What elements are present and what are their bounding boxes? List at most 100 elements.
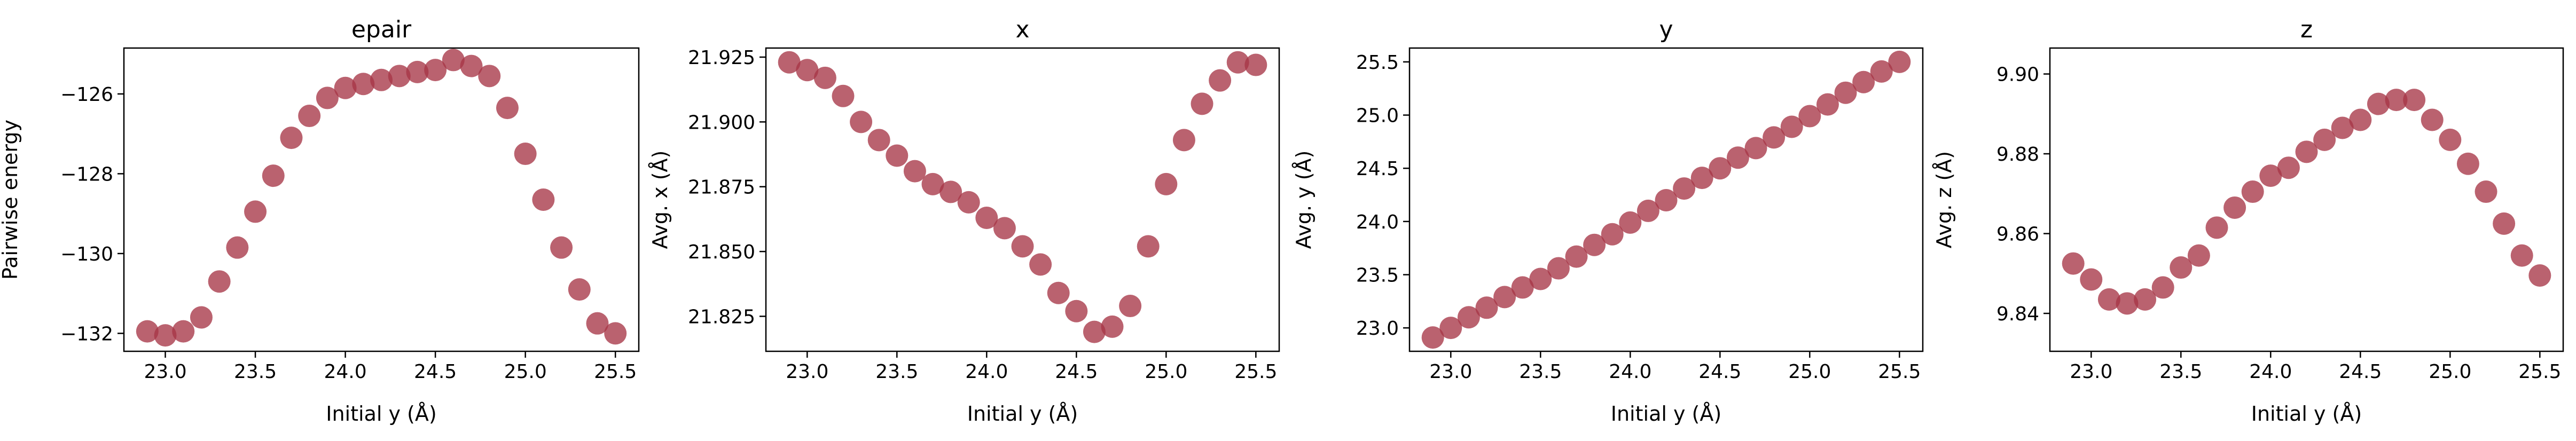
data-point	[2205, 216, 2228, 239]
x-tick-label: 25.0	[1145, 361, 1187, 383]
y-tick-label: 9.88	[1996, 144, 2039, 166]
y-axis-label: Avg. z (Å)	[1932, 151, 1956, 248]
data-point	[939, 180, 962, 203]
data-point	[262, 164, 285, 187]
y-tick-label: 9.90	[1996, 64, 2039, 86]
data-point	[2062, 252, 2085, 275]
x-tick-label: 24.0	[1609, 361, 1651, 383]
data-point	[903, 160, 926, 183]
data-point	[2349, 108, 2372, 131]
data-point	[1763, 126, 1786, 149]
data-point	[2080, 268, 2103, 291]
data-point	[2421, 108, 2444, 131]
data-point	[388, 65, 411, 88]
data-point	[2510, 244, 2533, 267]
x-tick-label: 25.0	[504, 361, 547, 383]
y-tick-label: −126	[60, 84, 113, 106]
data-point	[2116, 292, 2139, 315]
x-axis-label: Initial y (Å)	[326, 402, 436, 426]
data-point	[1709, 157, 1732, 180]
data-point	[1529, 267, 1552, 290]
data-point	[1155, 172, 1178, 195]
chart-title: epair	[351, 16, 412, 43]
data-point	[172, 320, 195, 343]
x-tick-label: 25.5	[1234, 361, 1277, 383]
data-point	[532, 188, 555, 211]
x-tick-label: 23.0	[786, 361, 828, 383]
plot-frame	[765, 47, 1280, 352]
data-point	[2367, 92, 2390, 115]
x-tick-label: 24.5	[414, 361, 457, 383]
data-point	[1744, 137, 1767, 160]
data-point	[2528, 264, 2551, 287]
data-point	[993, 217, 1016, 240]
data-point	[867, 129, 890, 152]
data-point	[334, 76, 357, 99]
chart-title: z	[2300, 16, 2313, 43]
x-tick-label: 23.5	[1519, 361, 1562, 383]
plot-frame	[1408, 47, 1924, 352]
data-point	[1816, 93, 1839, 116]
data-point	[370, 68, 393, 91]
data-point	[154, 324, 177, 347]
data-point	[2277, 156, 2300, 179]
x-tick-label: 24.0	[965, 361, 1008, 383]
data-point	[832, 84, 855, 107]
data-point	[2259, 164, 2282, 187]
data-point	[1583, 233, 1606, 256]
data-point	[1852, 70, 1875, 93]
chart-panel-y: 23.0 23.5 24.0 24.5 25.0 25.5 23.0 23.5 24.0 24.5…	[1292, 16, 1924, 426]
data-point	[1655, 188, 1678, 211]
data-point	[2170, 256, 2193, 279]
data-point	[1439, 317, 1462, 340]
data-point	[1888, 50, 1911, 73]
data-point	[460, 54, 483, 77]
data-point	[298, 105, 321, 128]
data-point	[1493, 286, 1516, 309]
data-point	[2385, 89, 2408, 112]
data-point	[406, 60, 429, 83]
data-point	[1870, 60, 1893, 83]
data-point	[1421, 326, 1444, 349]
data-point	[586, 312, 609, 335]
data-point	[352, 73, 375, 96]
y-tick-label: 25.5	[1356, 52, 1399, 74]
data-point	[1209, 69, 1232, 92]
y-axis-label: Avg. x (Å)	[648, 151, 672, 249]
data-point	[2151, 276, 2174, 299]
y-tick-label: 24.0	[1356, 211, 1399, 233]
data-point	[1726, 146, 1749, 169]
data-point	[442, 49, 465, 72]
data-point	[1619, 211, 1642, 234]
data-point	[478, 65, 501, 88]
data-point	[886, 144, 909, 167]
data-point	[1244, 53, 1267, 76]
x-tick-label: 24.5	[1055, 361, 1098, 383]
y-tick-label: −130	[60, 243, 113, 265]
data-point	[280, 127, 303, 149]
x-axis-label: Initial y (Å)	[967, 402, 1078, 426]
chart-panel-epair: 23.0 23.5 24.0 24.5 25.0 25.5 −132 −130 −128 −126…	[0, 16, 640, 426]
data-point	[2313, 128, 2336, 151]
data-point	[136, 320, 159, 343]
y-tick-label: −128	[60, 163, 113, 185]
data-point	[1475, 296, 1498, 319]
x-axis-label: Initial y (Å)	[1611, 402, 1721, 426]
data-point	[2456, 152, 2479, 175]
x-tick-label: 25.5	[594, 361, 637, 383]
chart-panel-x: 23.0 23.5 24.0 24.5 25.0 25.5 21.825 21.850 21.8…	[648, 16, 1280, 426]
x-tick-label: 24.0	[2249, 361, 2292, 383]
y-tick-label: 21.850	[688, 241, 755, 263]
data-point	[1191, 92, 1213, 115]
data-point	[604, 322, 627, 345]
y-tick-label: −132	[60, 323, 113, 345]
data-point	[1101, 315, 1124, 338]
data-point	[796, 59, 819, 82]
x-tick-label: 24.5	[1698, 361, 1741, 383]
data-point	[921, 172, 944, 195]
plot-frame	[123, 47, 640, 352]
x-axis-label: Initial y (Å)	[2251, 402, 2362, 426]
data-point	[1065, 300, 1088, 322]
y-axis-label: Avg. y (Å)	[1292, 151, 1316, 249]
